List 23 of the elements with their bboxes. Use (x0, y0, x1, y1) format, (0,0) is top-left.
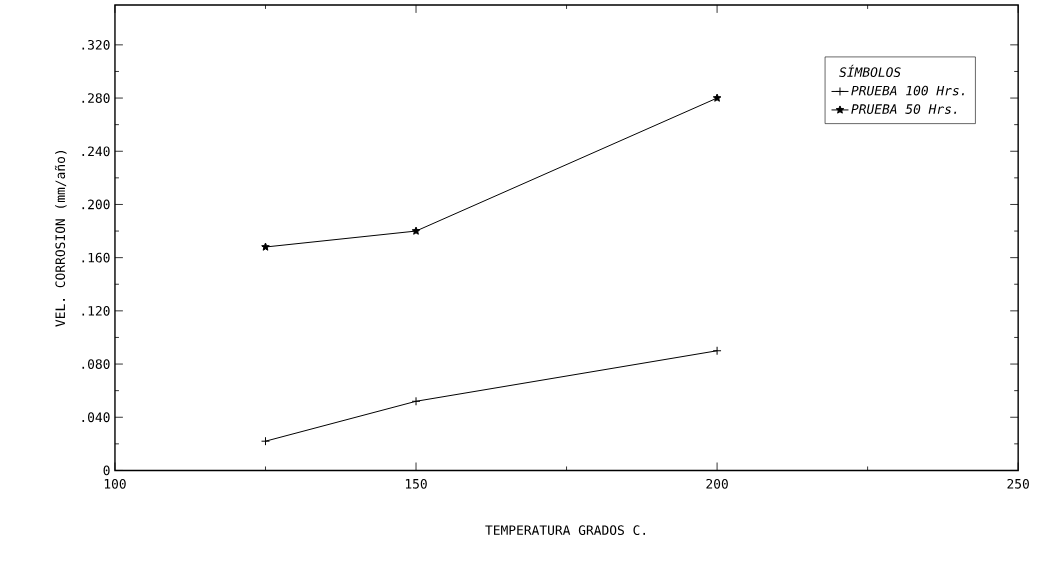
x-tick-label: 200 (706, 479, 728, 489)
y-tick-label: .200 (82, 199, 110, 210)
y-tick-label: .160 (82, 252, 110, 263)
x-tick-label: 100 (104, 479, 126, 489)
y-tick-label: .040 (82, 412, 110, 423)
y-tick-label: 0 (103, 465, 110, 476)
point (411, 226, 421, 235)
x-axis-title: TEMPERATURA GRADOS C. (485, 525, 646, 536)
legend-label: PRUEBA 100 Hrs. (851, 85, 964, 96)
legend-title: SÍMBOLOS (839, 65, 901, 78)
y-tick-label: .120 (82, 306, 110, 316)
point (261, 242, 270, 251)
legend-label: PRUEBA 50 Hrs. (851, 104, 957, 115)
y-tick-label: .280 (82, 93, 110, 104)
y-tick-label: .080 (82, 359, 110, 370)
y-tick-label: .240 (82, 146, 110, 157)
point (411, 397, 421, 406)
point (712, 93, 722, 102)
y-tick-label: .320 (82, 40, 110, 50)
x-tick-label: 250 (1007, 479, 1029, 489)
x-tick-label: 150 (405, 479, 427, 489)
y-axis-title: VEL. CORROSION (mm/año) (54, 151, 67, 327)
point (712, 346, 722, 356)
